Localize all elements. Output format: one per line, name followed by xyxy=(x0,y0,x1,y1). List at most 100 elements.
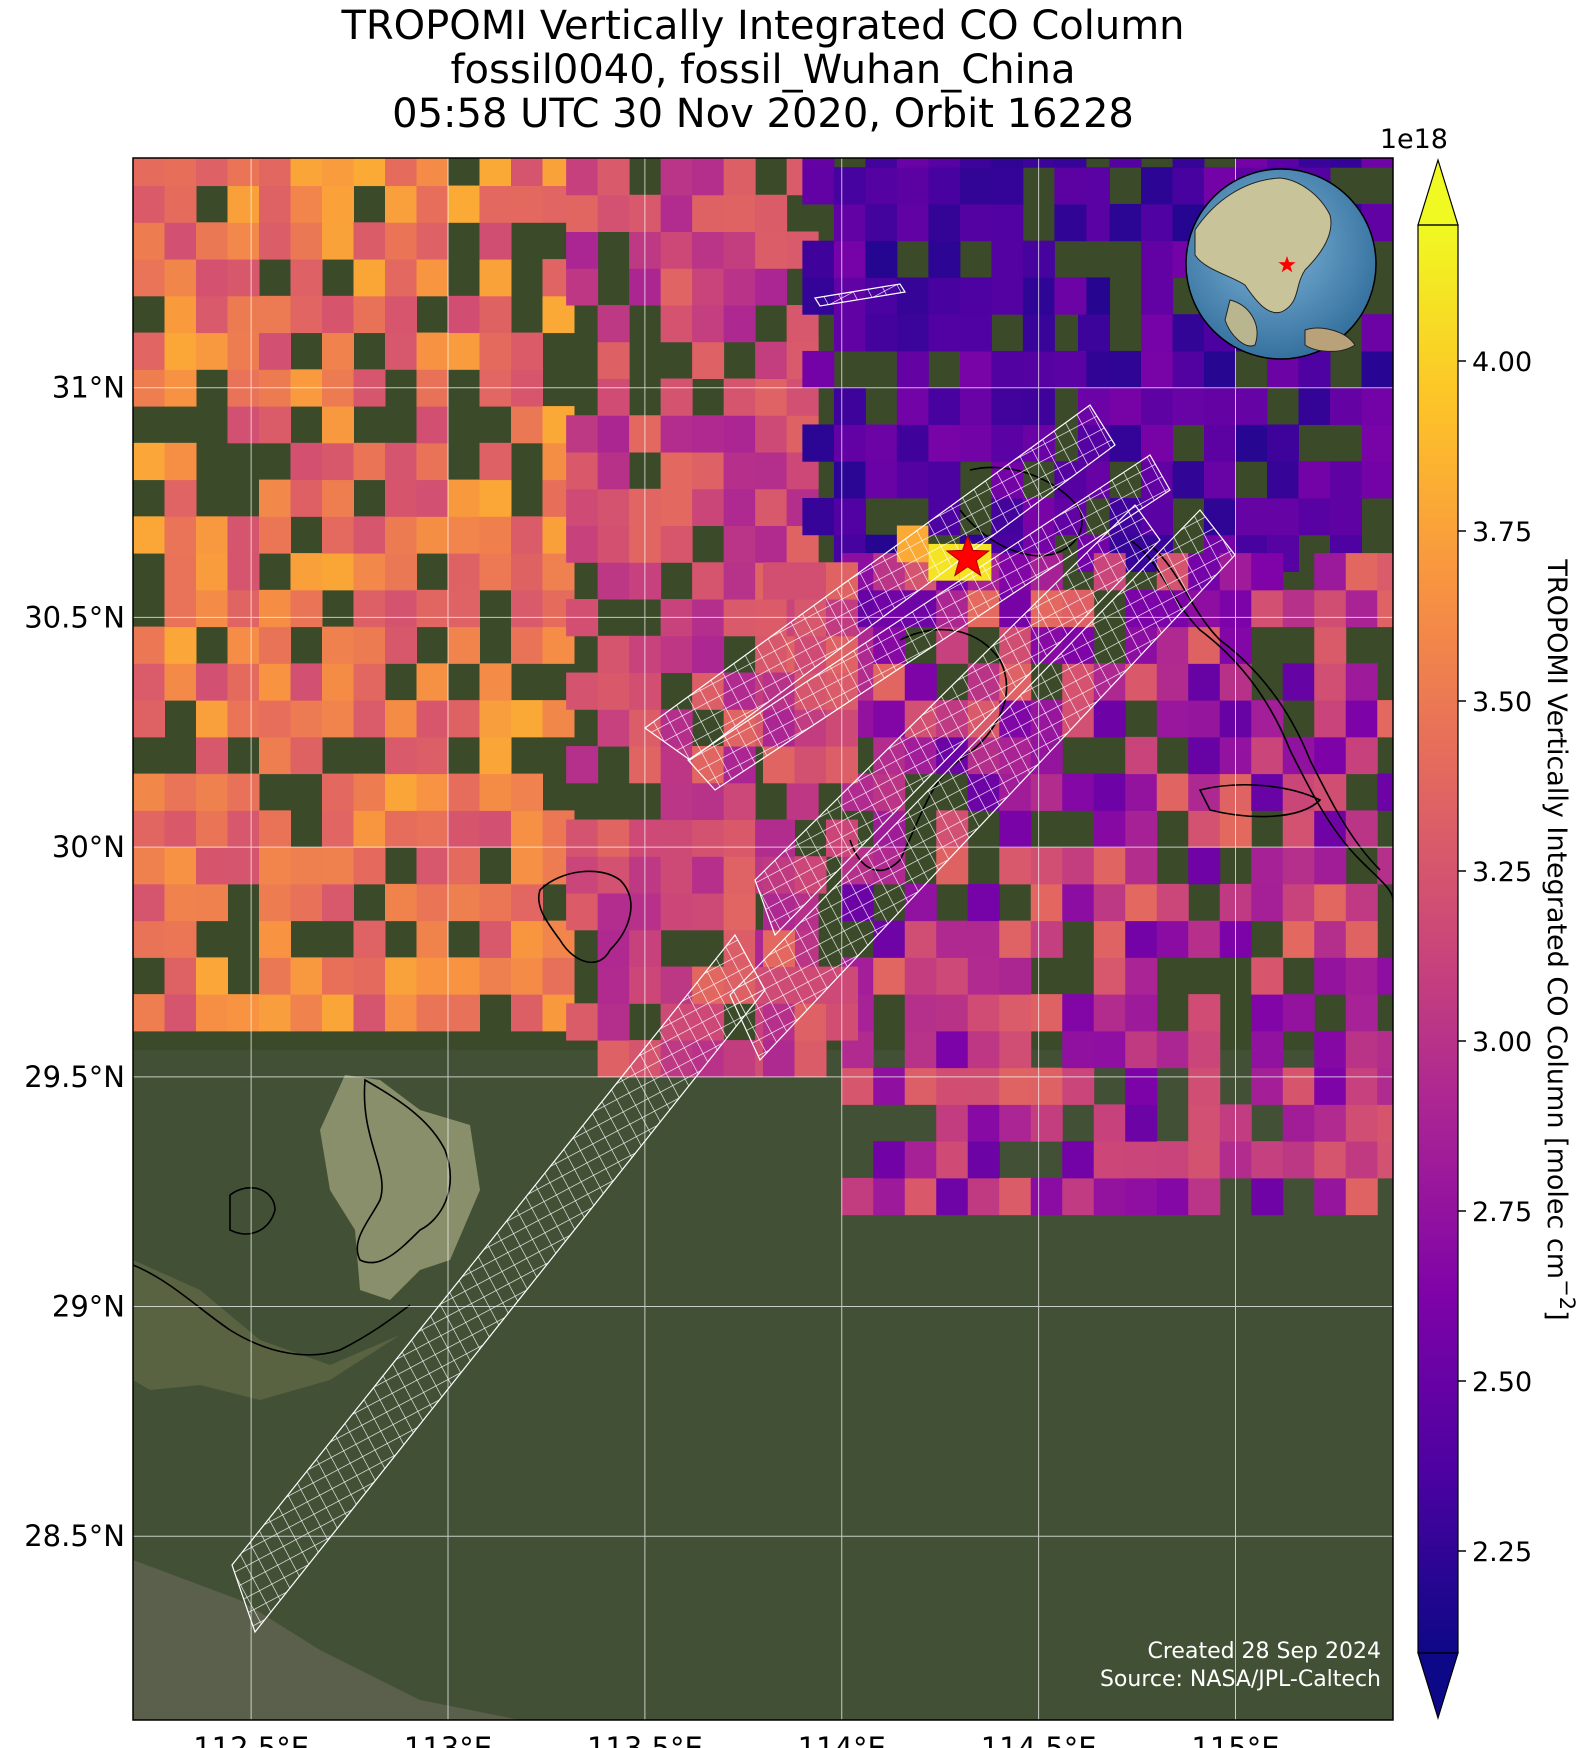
co-pixel xyxy=(896,167,929,205)
co-pixel xyxy=(416,773,449,811)
co-pixel xyxy=(164,259,197,297)
co-pixel xyxy=(133,663,165,701)
co-pixel xyxy=(896,314,929,352)
co-pixel xyxy=(353,516,386,554)
co-pixel xyxy=(566,1003,599,1041)
co-pixel xyxy=(1141,424,1173,462)
co-pixel xyxy=(1125,736,1158,775)
co-pixel xyxy=(416,516,449,554)
co-pixel xyxy=(566,746,599,784)
co-pixel xyxy=(1188,1030,1221,1069)
co-pixel xyxy=(322,847,354,885)
co-pixel xyxy=(967,1141,1000,1179)
co-pixel xyxy=(448,626,480,664)
co-pixel xyxy=(385,589,417,628)
co-pixel xyxy=(991,350,1024,389)
co-pixel xyxy=(196,589,228,628)
co-pixel xyxy=(164,920,197,958)
co-pixel xyxy=(164,589,197,628)
co-pixel xyxy=(448,810,480,848)
co-pixel xyxy=(259,883,291,922)
co-pixel xyxy=(290,295,323,334)
co-pixel xyxy=(259,994,291,1032)
co-pixel xyxy=(479,222,512,260)
y-tick-label: 31°N xyxy=(52,371,125,405)
co-pixel xyxy=(1314,1067,1347,1105)
co-pixel xyxy=(227,406,260,444)
co-pixel xyxy=(692,452,725,490)
co-pixel xyxy=(1267,158,1299,168)
co-pixel xyxy=(1188,1067,1221,1105)
co-pixel xyxy=(723,158,756,196)
co-pixel xyxy=(566,194,599,233)
co-pixel xyxy=(1251,773,1284,811)
globe-asia-land xyxy=(1194,177,1332,313)
co-pixel xyxy=(1345,663,1378,701)
co-pixel xyxy=(967,1177,1000,1216)
globe-australia-land xyxy=(1304,327,1356,352)
co-pixel xyxy=(597,562,630,600)
co-pixel xyxy=(322,516,354,554)
co-pixel xyxy=(322,406,354,444)
co-pixel xyxy=(1156,663,1189,701)
co-pixel xyxy=(1078,314,1110,352)
co-pixel xyxy=(385,479,417,517)
co-pixel xyxy=(1377,847,1393,885)
co-pixel xyxy=(1188,700,1221,738)
co-pixel xyxy=(1251,553,1284,591)
co-pixel xyxy=(1172,461,1205,499)
co-pixel xyxy=(259,847,291,885)
co-pixel xyxy=(479,810,512,848)
co-pixel xyxy=(511,553,543,591)
co-pixel xyxy=(259,295,291,334)
co-pixel xyxy=(259,736,291,775)
co-pixel xyxy=(833,387,866,425)
co-pixel xyxy=(597,378,630,416)
co-pixel xyxy=(416,700,449,738)
colorbar-gradient xyxy=(1418,225,1458,1653)
colorbar-label-text: TROPOMI Vertically Integrated CO Column … xyxy=(1541,558,1572,1279)
co-pixel xyxy=(322,700,354,738)
co-pixel xyxy=(196,332,228,370)
co-pixel xyxy=(660,893,693,931)
co-pixel xyxy=(566,488,599,527)
co-pixel xyxy=(723,378,756,416)
co-pixel xyxy=(353,700,386,738)
co-pixel xyxy=(597,929,630,968)
co-pixel xyxy=(385,810,417,848)
co-pixel xyxy=(723,893,756,931)
co-pixel xyxy=(1204,350,1236,389)
co-pixel xyxy=(833,240,866,278)
co-pixel xyxy=(1314,1141,1347,1179)
co-pixel xyxy=(904,920,937,958)
co-pixel xyxy=(723,819,756,857)
co-pixel xyxy=(1030,1104,1063,1142)
co-pixel xyxy=(196,700,228,738)
co-pixel xyxy=(1345,1030,1378,1069)
co-pixel xyxy=(1377,553,1393,591)
x-tick-label: 115°E xyxy=(1191,1731,1279,1748)
co-pixel xyxy=(164,553,197,591)
colorbar-tick-label: 3.75 xyxy=(1472,517,1532,548)
co-pixel xyxy=(479,553,512,591)
co-pixel xyxy=(865,158,898,168)
co-pixel xyxy=(1156,700,1189,738)
co-pixel xyxy=(196,222,228,260)
co-pixel xyxy=(865,240,898,278)
co-pixel xyxy=(227,626,260,664)
co-pixel xyxy=(660,856,693,894)
co-pixel xyxy=(385,516,417,554)
co-pixel xyxy=(1282,1141,1315,1179)
co-pixel xyxy=(967,883,1000,922)
co-pixel xyxy=(928,167,961,205)
co-pixel xyxy=(1377,1141,1393,1179)
co-pixel xyxy=(566,158,599,196)
co-pixel xyxy=(1345,957,1378,995)
co-pixel xyxy=(353,920,386,958)
co-pixel xyxy=(1156,1177,1189,1216)
co-pixel xyxy=(322,442,354,481)
co-pixel xyxy=(936,1104,969,1142)
co-pixel xyxy=(322,773,354,811)
co-pixel xyxy=(385,222,417,260)
co-pixel xyxy=(1330,158,1362,168)
